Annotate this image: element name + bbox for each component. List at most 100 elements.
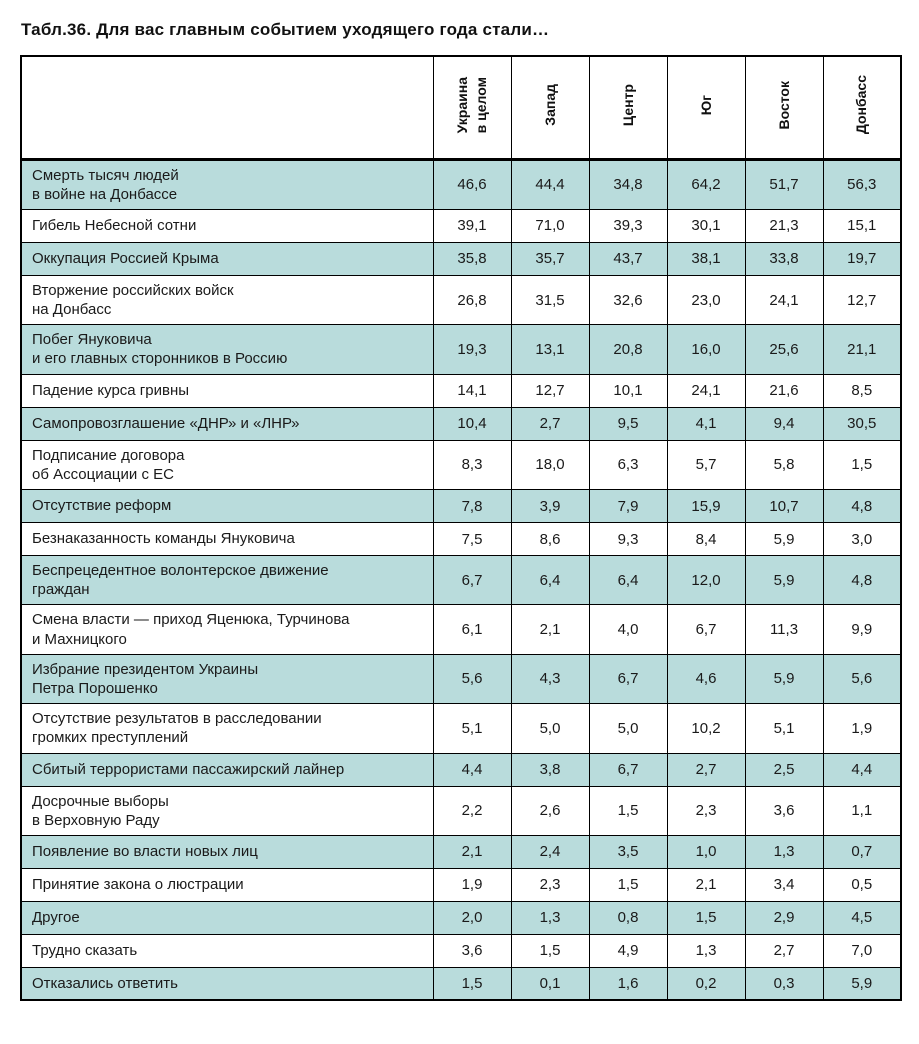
value-cell: 5,1 [744, 703, 824, 754]
column-header: Донбасс [822, 55, 902, 161]
value-cell: 7,8 [432, 489, 512, 523]
value-cell: 5,6 [822, 653, 902, 705]
value-cell: 21,6 [744, 373, 824, 408]
value-cell: 2,7 [666, 752, 746, 787]
value-cell: 4,5 [822, 900, 902, 935]
value-cell: 2,6 [510, 785, 590, 836]
value-cell: 5,7 [666, 439, 746, 491]
value-cell: 2,4 [510, 834, 590, 869]
value-cell: 21,1 [822, 324, 902, 375]
value-cell: 2,1 [510, 604, 590, 655]
value-cell: 5,0 [588, 703, 668, 754]
row-label: Смена власти — приход Яценюка, Турчинова… [20, 604, 434, 655]
value-cell: 0,5 [822, 867, 902, 902]
value-cell: 46,6 [432, 158, 512, 210]
table-row: Оккупация Россией Крыма 35,8 35,7 43,7 38,1 3… [20, 241, 902, 276]
value-cell: 10,1 [588, 373, 668, 408]
value-cell: 4,4 [432, 752, 512, 787]
value-cell: 19,7 [822, 241, 902, 276]
value-cell: 56,3 [822, 158, 902, 210]
row-label: Отсутствие реформ [20, 489, 434, 523]
value-cell: 34,8 [588, 158, 668, 210]
row-label: Самопровозглашение «ДНР» и «ЛНР» [20, 406, 434, 441]
value-cell: 9,4 [744, 406, 824, 441]
value-cell: 12,7 [510, 373, 590, 408]
value-cell: 71,0 [510, 208, 590, 243]
value-cell: 11,3 [744, 604, 824, 655]
value-cell: 0,3 [744, 966, 824, 1001]
table-row: Беспрецедентное волонтерское движение гр… [20, 554, 902, 606]
value-cell: 4,3 [510, 653, 590, 705]
value-cell: 6,7 [588, 752, 668, 787]
value-cell: 64,2 [666, 158, 746, 210]
table-row: Сбитый террористами пассажирский лайнер 4… [20, 752, 902, 787]
value-cell: 1,5 [432, 966, 512, 1001]
row-label: Досрочные выборы в Верховную Раду [20, 785, 434, 836]
value-cell: 1,5 [510, 933, 590, 968]
value-cell: 0,8 [588, 900, 668, 935]
value-cell: 5,1 [432, 703, 512, 754]
value-cell: 1,5 [588, 785, 668, 836]
value-cell: 1,3 [744, 834, 824, 869]
column-header: Украина в целом [432, 55, 512, 161]
row-label: Отказались ответить [20, 966, 434, 1001]
value-cell: 5,9 [744, 522, 824, 556]
value-cell: 32,6 [588, 274, 668, 326]
table-row: Безнаказанность команды Януковича 7,5 8,6 9… [20, 522, 902, 556]
row-label: Другое [20, 900, 434, 935]
value-cell: 23,0 [666, 274, 746, 326]
value-cell: 51,7 [744, 158, 824, 210]
value-cell: 4,8 [822, 554, 902, 606]
value-cell: 6,7 [432, 554, 512, 606]
value-cell: 4,9 [588, 933, 668, 968]
value-cell: 24,1 [666, 373, 746, 408]
value-cell: 3,9 [510, 489, 590, 523]
value-cell: 1,5 [666, 900, 746, 935]
value-cell: 1,1 [822, 785, 902, 836]
value-cell: 1,3 [666, 933, 746, 968]
value-cell: 6,3 [588, 439, 668, 491]
value-cell: 3,6 [744, 785, 824, 836]
value-cell: 9,3 [588, 522, 668, 556]
row-label: Вторжение российских войск на Донбасс [20, 274, 434, 326]
survey-results-table: Украина в целом Запад Центр Юг Восток Донбасс… [20, 55, 902, 1002]
table-row: Отсутствие реформ 7,8 3,9 7,9 15,9 10,7 4,8 [20, 489, 902, 523]
value-cell: 1,0 [666, 834, 746, 869]
value-cell: 7,5 [432, 522, 512, 556]
value-cell: 35,8 [432, 241, 512, 276]
value-cell: 15,9 [666, 489, 746, 523]
column-header: Юг [666, 55, 746, 161]
table-row: Подписание договора об Ассоциации с ЕС 8,… [20, 439, 902, 491]
value-cell: 38,1 [666, 241, 746, 276]
row-label: Смерть тысяч людей в войне на Донбассе [20, 158, 434, 210]
value-cell: 14,1 [432, 373, 512, 408]
value-cell: 2,2 [432, 785, 512, 836]
column-header-label: Центр [619, 83, 636, 126]
value-cell: 2,5 [744, 752, 824, 787]
value-cell: 2,0 [432, 900, 512, 935]
row-label: Побег Януковича и его главных стороннико… [20, 324, 434, 375]
value-cell: 8,6 [510, 522, 590, 556]
value-cell: 6,7 [588, 653, 668, 705]
value-cell: 10,2 [666, 703, 746, 754]
corner-cell [20, 55, 434, 161]
value-cell: 4,4 [822, 752, 902, 787]
value-cell: 12,0 [666, 554, 746, 606]
value-cell: 3,8 [510, 752, 590, 787]
row-label: Падение курса гривны [20, 373, 434, 408]
value-cell: 5,9 [744, 554, 824, 606]
value-cell: 1,9 [432, 867, 512, 902]
value-cell: 19,3 [432, 324, 512, 375]
value-cell: 6,7 [666, 604, 746, 655]
value-cell: 18,0 [510, 439, 590, 491]
value-cell: 5,8 [744, 439, 824, 491]
value-cell: 20,8 [588, 324, 668, 375]
value-cell: 31,5 [510, 274, 590, 326]
value-cell: 16,0 [666, 324, 746, 375]
value-cell: 0,2 [666, 966, 746, 1001]
table-title: Табл.36. Для вас главным событием уходящ… [21, 20, 550, 39]
value-cell: 10,7 [744, 489, 824, 523]
column-header: Восток [744, 55, 824, 161]
row-label: Сбитый террористами пассажирский лайнер [20, 752, 434, 787]
